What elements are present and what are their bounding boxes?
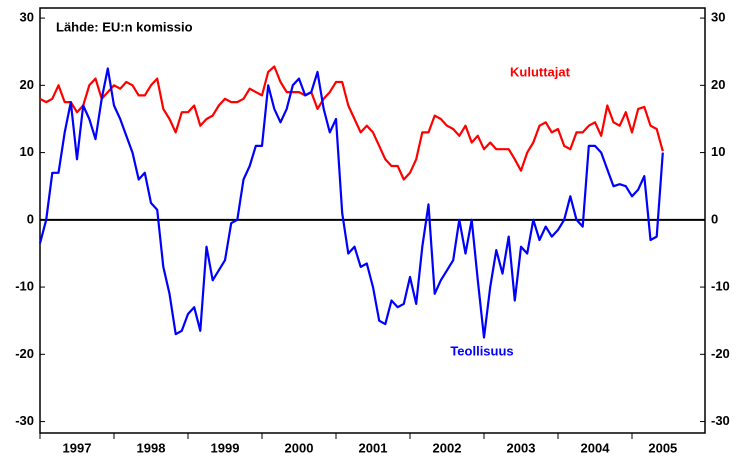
y-tick-label: 30 bbox=[20, 10, 34, 25]
x-tick-label: 2005 bbox=[648, 440, 677, 455]
y2-tick-label: 30 bbox=[711, 10, 725, 25]
y2-tick-label: 0 bbox=[711, 211, 718, 226]
x-tick-label: 2004 bbox=[581, 440, 611, 455]
x-tick-label: 2000 bbox=[285, 440, 314, 455]
x-tick-label: 1998 bbox=[137, 440, 166, 455]
x-tick-label: 1999 bbox=[211, 440, 240, 455]
y-tick-label: 0 bbox=[27, 211, 34, 226]
x-tick-label: 2001 bbox=[359, 440, 388, 455]
y2-tick-label: -20 bbox=[711, 346, 730, 361]
series-label: Teollisuus bbox=[450, 343, 513, 358]
y2-tick-label: 20 bbox=[711, 77, 725, 92]
source-note: Lähde: EU:n komissio bbox=[56, 19, 193, 34]
line-series bbox=[38, 67, 664, 339]
y-tick-label: -30 bbox=[15, 413, 34, 428]
y2-tick-label: -10 bbox=[711, 279, 730, 294]
y2-tick-label: 10 bbox=[711, 144, 725, 159]
series-label: Kuluttajat bbox=[510, 64, 571, 79]
x-tick-label: 2002 bbox=[433, 440, 462, 455]
x-tick-label: 1997 bbox=[63, 440, 92, 455]
line-series bbox=[39, 65, 664, 181]
y-tick-label: -20 bbox=[15, 346, 34, 361]
y-tick-label: -10 bbox=[15, 279, 34, 294]
y-tick-label: 10 bbox=[20, 144, 34, 159]
y-tick-label: 20 bbox=[20, 77, 34, 92]
x-tick-label: 2003 bbox=[507, 440, 536, 455]
y2-tick-label: -30 bbox=[711, 413, 730, 428]
